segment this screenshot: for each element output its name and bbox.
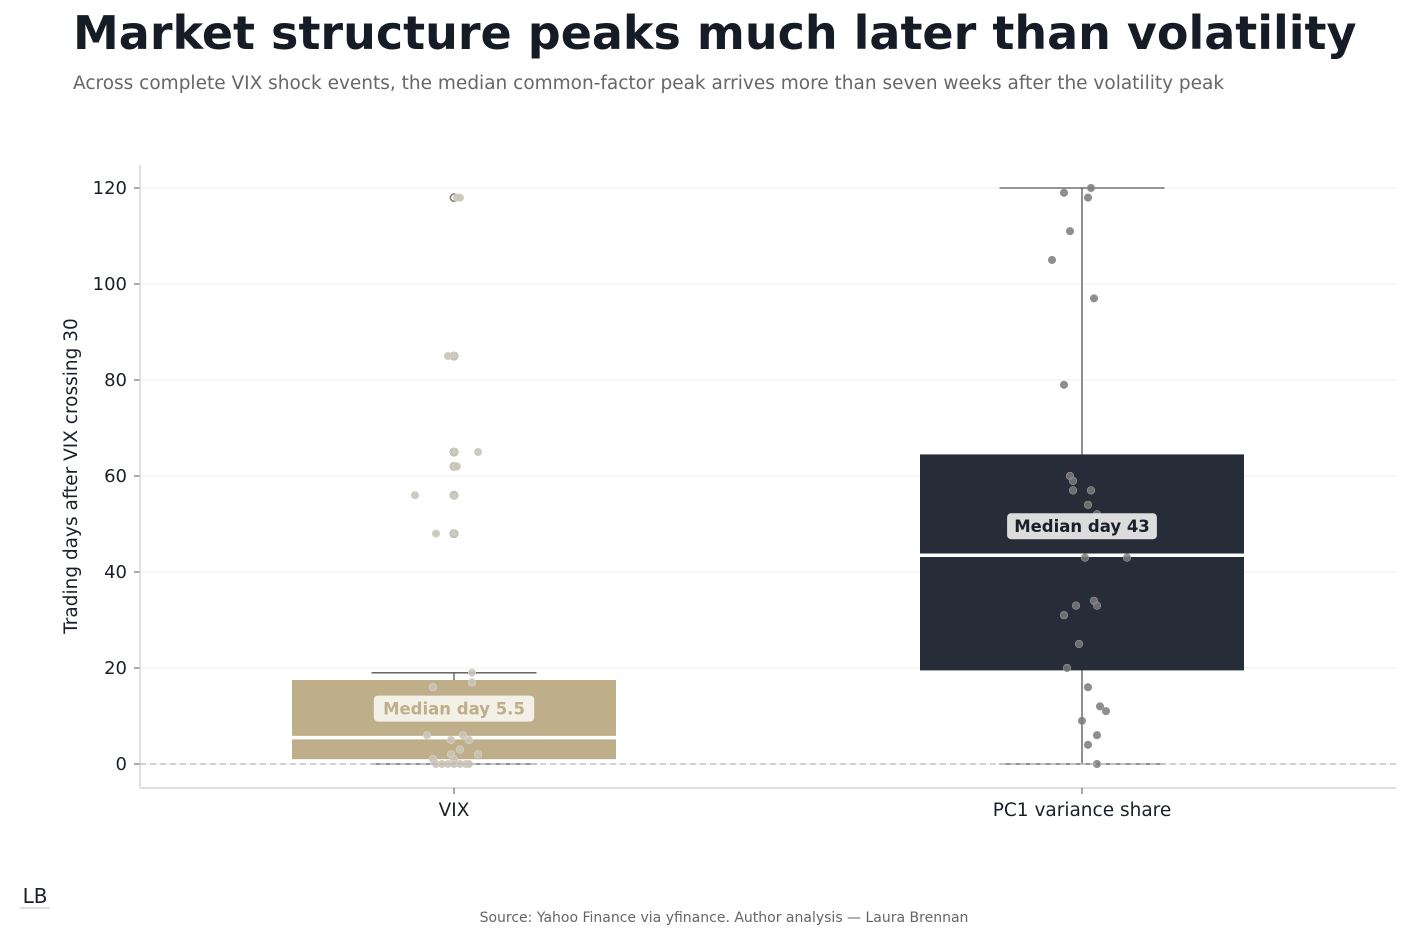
- median-label: Median day 5.5: [383, 700, 525, 719]
- data-point: [1062, 663, 1072, 673]
- data-point: [1077, 716, 1087, 725]
- data-point: [1080, 553, 1090, 562]
- data-point: [467, 678, 477, 687]
- data-point: [1059, 188, 1069, 197]
- data-point: [1101, 707, 1111, 716]
- data-point: [1083, 683, 1093, 692]
- data-point: [455, 193, 465, 202]
- data-point: [428, 683, 438, 692]
- data-point: [1083, 740, 1093, 749]
- data-point: [473, 750, 483, 759]
- iqr-box: [920, 454, 1244, 671]
- data-point: [473, 447, 483, 457]
- y-tick-label: 40: [104, 562, 127, 583]
- chart-title: Market structure peaks much later than v…: [73, 6, 1357, 60]
- y-tick-label: 20: [104, 658, 127, 679]
- data-point: [1092, 731, 1102, 740]
- data-point: [449, 447, 459, 457]
- median-label-box: [373, 695, 535, 722]
- author-logo: LB: [20, 884, 50, 909]
- data-point: [422, 731, 432, 740]
- data-point: [1083, 500, 1093, 509]
- x-tick-label: VIX: [439, 800, 470, 821]
- y-tick-label: 120: [93, 178, 127, 199]
- data-point: [1068, 476, 1078, 485]
- data-point: [1068, 486, 1078, 495]
- median-label: Median day 43: [1014, 517, 1150, 536]
- data-point: [1065, 227, 1075, 236]
- data-point: [1095, 702, 1105, 711]
- data-point: [1086, 486, 1096, 495]
- data-point: [431, 529, 441, 538]
- source-note: Source: Yahoo Finance via yfinance. Auth…: [479, 910, 969, 926]
- x-tick-label: PC1 variance share: [993, 800, 1172, 821]
- logo-monogram: LB: [23, 884, 48, 908]
- data-point: [455, 745, 465, 754]
- data-point: [449, 351, 459, 361]
- data-point: [1059, 611, 1069, 620]
- data-point: [1092, 601, 1102, 610]
- data-point: [1074, 639, 1084, 649]
- data-point: [1047, 255, 1057, 265]
- y-tick-label: 60: [104, 466, 127, 487]
- data-point: [1086, 183, 1096, 193]
- data-point: [1071, 601, 1081, 610]
- y-tick-label: 100: [93, 274, 127, 295]
- median-label-box: [1007, 513, 1157, 540]
- data-point: [452, 462, 462, 471]
- data-point: [467, 668, 477, 677]
- data-point: [464, 735, 474, 745]
- y-axis-label: Trading days after VIX crossing 30: [61, 318, 82, 635]
- data-point: [1083, 193, 1093, 202]
- data-point: [1059, 380, 1069, 389]
- data-point: [410, 491, 420, 500]
- data-point: [446, 735, 456, 745]
- y-tick-label: 0: [116, 754, 127, 775]
- data-point: [1089, 294, 1099, 303]
- y-tick-label: 80: [104, 370, 127, 391]
- chart-subtitle: Across complete VIX shock events, the me…: [73, 73, 1225, 94]
- data-point: [458, 731, 468, 740]
- data-point: [449, 529, 459, 538]
- data-point: [449, 491, 459, 500]
- data-point: [1122, 553, 1132, 562]
- box-plot-chart: 0 20 40 60 80 100 120 Trading days after VIX cr…: [61, 165, 1396, 821]
